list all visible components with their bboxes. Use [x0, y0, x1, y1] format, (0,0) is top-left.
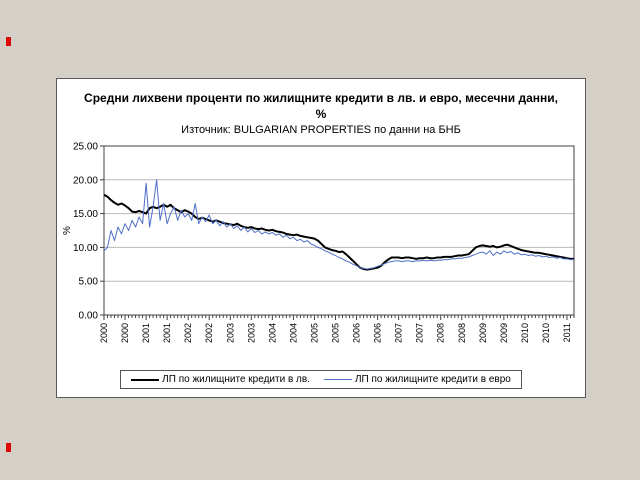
svg-text:2009: 2009 [499, 323, 509, 343]
svg-text:2004: 2004 [267, 323, 277, 343]
svg-text:2000: 2000 [99, 323, 109, 343]
red-marker-top [6, 37, 11, 46]
svg-text:2002: 2002 [183, 323, 193, 343]
svg-text:2006: 2006 [373, 323, 383, 343]
chart-title: Средни лихвени проценти по жилищните кре… [84, 91, 558, 121]
legend-label-bgn: ЛП по жилищните кредити в лв. [162, 374, 310, 386]
legend-line-0 [131, 378, 160, 381]
svg-text:2003: 2003 [225, 323, 235, 343]
legend-item-bgn: ЛП по жилищните кредити в лв. [131, 374, 310, 385]
legend-item-eur: ЛП по жилищните кредити в евро [323, 374, 511, 386]
legend-label-eur: ЛП по жилищните кредити в евро [354, 374, 511, 386]
svg-text:10.00: 10.00 [73, 243, 98, 254]
svg-text:2000: 2000 [120, 323, 130, 343]
svg-text:2006: 2006 [352, 323, 362, 343]
svg-text:2008: 2008 [436, 323, 446, 343]
legend-line-1 [323, 379, 352, 381]
legend: ЛП по жилищните кредити в лв. ЛП по жили… [120, 370, 522, 390]
chart-panel[interactable]: Средни лихвени проценти по жилищните кре… [56, 78, 586, 398]
svg-text:25.00: 25.00 [73, 142, 98, 153]
svg-text:2011: 2011 [562, 323, 572, 342]
svg-text:2008: 2008 [457, 323, 467, 343]
red-marker-bottom [6, 443, 11, 452]
svg-text:2004: 2004 [288, 323, 298, 343]
svg-text:2009: 2009 [478, 323, 488, 343]
svg-text:2005: 2005 [309, 323, 319, 343]
svg-text:2010: 2010 [520, 323, 530, 343]
svg-text:2005: 2005 [330, 323, 340, 343]
svg-text:2002: 2002 [204, 323, 214, 343]
svg-text:2007: 2007 [415, 323, 425, 343]
chart-subtitle: Източник: BULGARIAN PROPERTIES по данни … [181, 124, 461, 137]
svg-text:20.00: 20.00 [73, 175, 98, 186]
svg-text:0.00: 0.00 [79, 311, 99, 322]
svg-text:2010: 2010 [541, 323, 551, 343]
svg-text:2001: 2001 [141, 323, 151, 343]
svg-text:2003: 2003 [246, 323, 256, 343]
svg-text:2001: 2001 [162, 323, 172, 343]
svg-text:%: % [62, 226, 73, 235]
svg-text:15.00: 15.00 [73, 209, 98, 220]
svg-text:2007: 2007 [394, 323, 404, 343]
svg-text:5.00: 5.00 [79, 277, 99, 288]
